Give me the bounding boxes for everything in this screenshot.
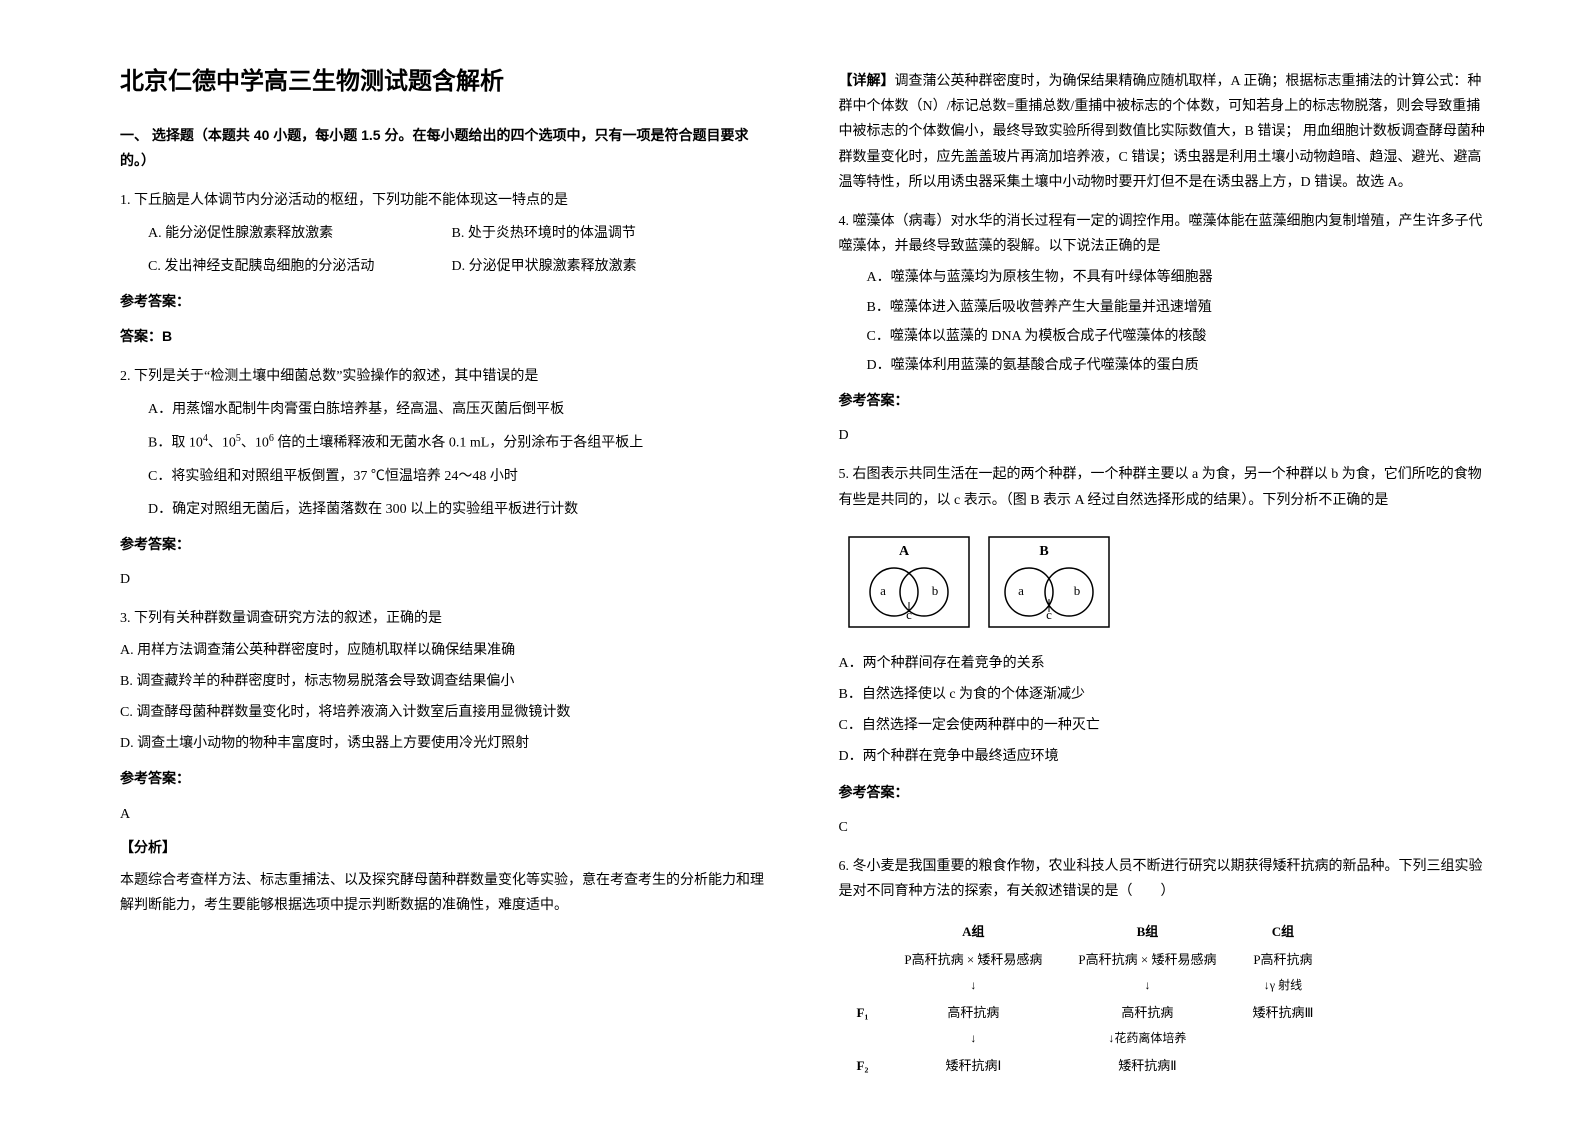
q2-optD: D．确定对照组无菌后，选择菌落数在 300 以上的实验组平板进行计数 [120,497,769,522]
q2-answer-label: 参考答案： [120,532,769,557]
q5-answer-label: 参考答案： [839,780,1488,805]
q5-stem: 5. 右图表示共同生活在一起的两个种群，一个种群主要以 a 为食，另一个种群以 … [839,462,1488,512]
svg-text:b: b [931,583,938,598]
q5-optC: C．自然选择一定会使两种群中的一种灭亡 [839,713,1488,738]
svg-text:a: a [1018,583,1024,598]
question-6: 6. 冬小麦是我国重要的粮食作物，农业科技人员不断进行研究以期获得矮秆抗病的新品… [839,854,1488,1079]
question-4: 4. 噬藻体（病毒）对水华的消长过程有一定的调控作用。噬藻体能在蓝藻细胞内复制增… [839,209,1488,449]
q5-optD: D．两个种群在竞争中最终适应环境 [839,744,1488,769]
q3-optD: D. 调查土壤小动物的物种丰富度时，诱虫器上方要使用冷光灯照射 [120,731,769,756]
q1-answer-label: 参考答案： [120,289,769,314]
q5-optA: A．两个种群间存在着竞争的关系 [839,651,1488,676]
q1-optB: B. 处于炎热环境时的体温调节 [452,221,636,246]
q4-answer: D [839,423,1488,448]
svg-text:a: a [880,583,886,598]
q2-optB: B．取 104、105、106 倍的土壤稀释液和无菌水各 0.1 mL，分别涂布… [120,430,769,456]
question-1: 1. 下丘脑是人体调节内分泌活动的枢纽，下列功能不能体现这一特点的是 A. 能分… [120,188,769,350]
question-5: 5. 右图表示共同生活在一起的两个种群，一个种群主要以 a 为食，另一个种群以 … [839,462,1488,840]
q3-optB: B. 调查藏羚羊的种群密度时，标志物易脱落会导致调查结果偏小 [120,669,769,694]
q3-answer-label: 参考答案： [120,766,769,791]
section-header: 一、 选择题（本题共 40 小题，每小题 1.5 分。在每小题给出的四个选项中，… [120,123,769,173]
q3-stem: 3. 下列有关种群数量调查研究方法的叙述，正确的是 [120,606,769,631]
q4-optB: B．噬藻体进入蓝藻后吸收营养产生大量能量并迅速增殖 [839,295,1488,320]
q3-optC: C. 调查酵母菌种群数量变化时，将培养液滴入计数室后直接用显微镜计数 [120,700,769,725]
q3-optA: A. 用样方法调查蒲公英种群密度时，应随机取样以确保结果准确 [120,638,769,663]
q1-optD: D. 分泌促甲状腺激素释放激素 [452,254,637,279]
q3-answer: A [120,802,769,827]
page-title: 北京仁德中学高三生物测试题含解析 [120,60,769,103]
q1-stem: 1. 下丘脑是人体调节内分泌活动的枢纽，下列功能不能体现这一特点的是 [120,188,769,213]
svg-text:B: B [1039,544,1048,559]
svg-text:A: A [898,544,909,559]
q2-stem: 2. 下列是关于“检测土壤中细菌总数”实验操作的叙述，其中错误的是 [120,364,769,389]
q4-optA: A．噬藻体与蓝藻均为原核生物，不具有叶绿体等细胞器 [839,265,1488,290]
q4-stem: 4. 噬藻体（病毒）对水华的消长过程有一定的调控作用。噬藻体能在蓝藻细胞内复制增… [839,209,1488,259]
breeding-table: A组 B组 C组 P高秆抗病 × 矮秆易感病 P高秆抗病 × 矮秆易感病 P高秆… [839,918,1488,1079]
q1-answer: 答案：B [120,324,769,349]
svg-text:b: b [1073,583,1080,598]
q5-optB: B．自然选择使以 c 为食的个体逐渐减少 [839,682,1488,707]
detail-text: 【详解】调查蒲公英种群密度时，为确保结果精确应随机取样，A 正确；根据标志重捕法… [839,68,1488,195]
q3-analysis: 本题综合考查样方法、标志重捕法、以及探究酵母菌种群数量变化等实验，意在考查考生的… [120,868,769,918]
q2-optC: C．将实验组和对照组平板倒置，37 ℃恒温培养 24～48 小时 [120,464,769,489]
q4-optD: D．噬藻体利用蓝藻的氨基酸合成子代噬藻体的蛋白质 [839,353,1488,378]
question-3: 3. 下列有关种群数量调查研究方法的叙述，正确的是 A. 用样方法调查蒲公英种群… [120,606,769,918]
venn-diagram: A a b c B a b c [839,527,1488,637]
q2-optA: A．用蒸馏水配制牛肉膏蛋白胨培养基，经高温、高压灭菌后倒平板 [120,397,769,422]
question-2: 2. 下列是关于“检测土壤中细菌总数”实验操作的叙述，其中错误的是 A．用蒸馏水… [120,364,769,593]
q4-optC: C．噬藻体以蓝藻的 DNA 为模板合成子代噬藻体的核酸 [839,324,1488,349]
q1-optA: A. 能分泌促性腺激素释放激素 [148,221,448,246]
q6-stem: 6. 冬小麦是我国重要的粮食作物，农业科技人员不断进行研究以期获得矮秆抗病的新品… [839,854,1488,904]
q5-answer: C [839,815,1488,840]
q1-optC: C. 发出神经支配胰岛细胞的分泌活动 [148,254,448,279]
q4-answer-label: 参考答案： [839,388,1488,413]
q2-answer: D [120,567,769,592]
q3-analysis-label: 【分析】 [120,835,769,860]
